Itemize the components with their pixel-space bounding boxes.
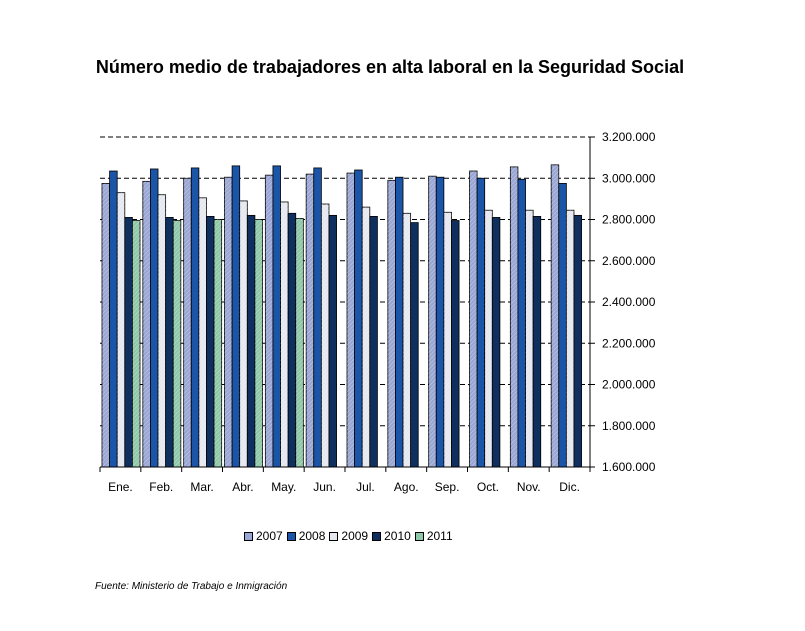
bar-hatch bbox=[469, 171, 478, 467]
bar-2008-sep bbox=[435, 176, 445, 468]
legend-label: 2010 bbox=[384, 529, 411, 543]
x-tick-label: Nov. bbox=[517, 480, 541, 494]
x-tick-label: Jun. bbox=[313, 480, 336, 494]
bars bbox=[101, 164, 582, 468]
bar-hatch bbox=[525, 210, 534, 467]
bar-2008-abr bbox=[231, 165, 241, 468]
source-note: Fuente: Ministerio de Trabajo e Inmigrac… bbox=[95, 581, 288, 592]
bar-2010-ago bbox=[410, 222, 419, 468]
bar-2010-sep bbox=[451, 220, 460, 468]
legend-label: 2007 bbox=[256, 529, 283, 543]
y-tick-label: 2.600.000 bbox=[602, 254, 656, 268]
bar-hatch bbox=[510, 166, 518, 467]
bar-2010-ene bbox=[124, 217, 133, 468]
gridlines bbox=[100, 136, 590, 427]
bar-hatch bbox=[321, 204, 329, 467]
bar-hatch bbox=[551, 164, 559, 467]
legend: 2007 2008 2009 2010 2011 bbox=[244, 529, 457, 543]
bar-hatch bbox=[306, 174, 314, 467]
bar-2010-nov bbox=[532, 216, 542, 468]
bar-hatch bbox=[102, 183, 110, 467]
bar-2010-may bbox=[287, 212, 297, 468]
y-tick-label: 2.400.000 bbox=[602, 295, 656, 309]
legend-item-2011: 2011 bbox=[414, 529, 453, 543]
legend-swatch bbox=[244, 531, 253, 541]
bar-hatch bbox=[566, 210, 574, 467]
bar-hatch bbox=[117, 192, 125, 467]
x-tick-label: Sep. bbox=[435, 480, 460, 494]
bar-hatch bbox=[142, 181, 151, 467]
bar-hatch bbox=[132, 220, 140, 467]
x-tick-label: Abr. bbox=[232, 480, 253, 494]
legend-item-2008: 2008 bbox=[286, 529, 326, 543]
bar-hatch bbox=[484, 210, 493, 467]
legend-label: 2008 bbox=[298, 529, 326, 543]
bar-2008-mar bbox=[190, 167, 200, 468]
bar-2008-may bbox=[272, 165, 281, 468]
y-tick-label: 3.000.000 bbox=[602, 171, 656, 185]
legend-label: 2009 bbox=[341, 529, 369, 543]
bar-2010-mar bbox=[206, 216, 215, 468]
bar-hatch bbox=[362, 207, 370, 467]
bar-2010-abr bbox=[246, 214, 256, 468]
bar-2010-dic bbox=[573, 214, 582, 468]
legend-label: 2011 bbox=[426, 529, 453, 543]
bar-2010-jul bbox=[369, 216, 378, 468]
x-tick-label: Ene. bbox=[108, 480, 133, 494]
y-tick-label: 2.000.000 bbox=[602, 378, 656, 392]
bar-hatch bbox=[265, 175, 273, 467]
bar-hatch bbox=[403, 213, 411, 467]
bar-2008-ago bbox=[395, 176, 404, 468]
legend-swatch bbox=[286, 531, 296, 541]
legend-item-2009: 2009 bbox=[329, 529, 368, 543]
bar-hatch bbox=[183, 178, 192, 467]
bar-hatch bbox=[214, 219, 222, 467]
bar-2008-nov bbox=[517, 178, 526, 468]
x-tick-label: Oct. bbox=[477, 480, 499, 494]
bar-hatch bbox=[224, 177, 233, 467]
chart-title: Número medio de trabajadores en alta lab… bbox=[95, 57, 685, 77]
bar-hatch bbox=[158, 194, 166, 467]
x-tick-label: Feb. bbox=[149, 480, 173, 494]
axes: 1.600.000 1.800.000 2.000.000 2.200.000 2.40… bbox=[99, 130, 656, 494]
legend-item-2010: 2010 bbox=[372, 529, 411, 543]
bar-hatch bbox=[295, 218, 304, 467]
x-tick-label: Jul. bbox=[356, 480, 375, 494]
bar-2008-jul bbox=[354, 169, 363, 468]
bar-2008-jun bbox=[313, 167, 322, 468]
x-tick-label: May. bbox=[271, 480, 296, 494]
bar-hatch bbox=[347, 173, 355, 467]
bar-hatch bbox=[198, 197, 207, 467]
bar-2010-jun bbox=[328, 214, 337, 468]
bar-hatch bbox=[254, 219, 263, 467]
bar-2010-oct bbox=[491, 217, 501, 468]
x-tick-label: Dic. bbox=[559, 480, 580, 494]
bar-2008-dic bbox=[558, 183, 567, 468]
y-tick-label: 1.800.000 bbox=[602, 419, 656, 433]
bar-hatch bbox=[280, 201, 289, 467]
bar-2008-oct bbox=[476, 177, 486, 468]
y-tick-label: 1.600.000 bbox=[602, 460, 656, 474]
legend-swatch bbox=[372, 531, 382, 541]
y-tick-label: 2.200.000 bbox=[602, 336, 656, 350]
bar-hatch bbox=[239, 200, 248, 467]
legend-swatch bbox=[329, 531, 339, 541]
legend-swatch bbox=[414, 531, 424, 541]
bar-hatch bbox=[387, 180, 396, 467]
bar-2008-feb bbox=[150, 168, 159, 468]
legend-item-2007: 2007 bbox=[244, 529, 283, 543]
x-tick-label: Ago. bbox=[394, 480, 419, 494]
y-tick-label: 2.800.000 bbox=[602, 213, 656, 227]
bar-hatch bbox=[443, 212, 452, 467]
bar-2008-ene bbox=[109, 170, 118, 468]
x-tick-label: Mar. bbox=[190, 480, 213, 494]
y-tick-label: 3.200.000 bbox=[602, 130, 656, 144]
bar-hatch bbox=[428, 176, 437, 467]
bar-hatch bbox=[173, 220, 181, 467]
bar-2010-feb bbox=[165, 217, 174, 468]
